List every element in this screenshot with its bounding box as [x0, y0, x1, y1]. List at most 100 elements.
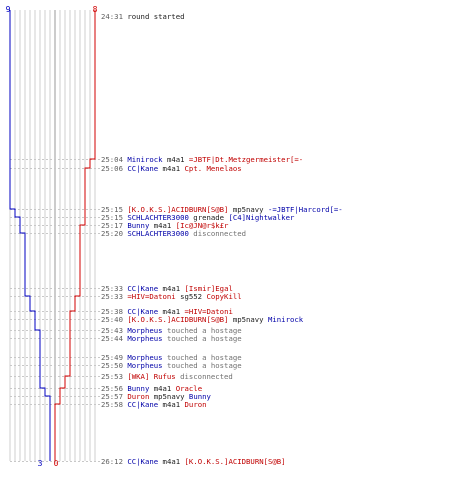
event-actor: Duron: [127, 392, 150, 401]
event-actor: Bunny: [127, 384, 150, 393]
event-actor: CC|Kane: [127, 164, 159, 173]
event-actor: Bunny: [127, 221, 150, 230]
event-actor: Morpheus: [127, 334, 163, 343]
event-target: Bunny: [188, 392, 211, 401]
event-action: m4a1: [162, 164, 181, 173]
event-actor: =HIV=Datoni: [127, 292, 176, 301]
event-row: 24:31 round started: [101, 12, 185, 21]
event-row: 26:12 CC|Kane m4a1 [K.O.K.S.]ACIDBURN[S@…: [101, 457, 286, 466]
event-action: touched a hostage: [166, 361, 242, 370]
event-actor: CC|Kane: [127, 400, 159, 409]
event-action: sg552: [180, 292, 203, 301]
event-time: 25:40: [101, 315, 123, 324]
event-action: mp5navy: [153, 392, 185, 401]
event-action: m4a1: [166, 155, 185, 164]
event-actor: [WKA] Rufus: [127, 372, 176, 381]
event-time: 25:15: [101, 213, 123, 222]
event-row: 25:44 Morpheus touched a hostage: [101, 334, 242, 343]
event-actor: CC|Kane: [127, 307, 159, 316]
event-actor: Minirock: [127, 155, 163, 164]
event-row: 25:33 =HIV=Datoni sg552 CopyKill: [101, 292, 242, 301]
event-target: Duron: [184, 400, 207, 409]
event-row: 25:50 Morpheus touched a hostage: [101, 361, 242, 370]
event-time: 25:50: [101, 361, 123, 370]
event-time: 25:20: [101, 229, 123, 238]
event-time: 25:33: [101, 292, 123, 301]
event-time: 25:04: [101, 155, 123, 164]
event-row: 25:15 SCHLACHTER3000 grenade [C4]Nightwa…: [101, 213, 294, 222]
event-action: m4a1: [153, 384, 172, 393]
event-time: 25:15: [101, 205, 123, 214]
event-row: 25:53 [WKA] Rufus disconnected: [101, 372, 233, 381]
event-time: 25:44: [101, 334, 123, 343]
blue-end-count: 3: [38, 459, 43, 468]
event-row: 25:06 CC|Kane m4a1 Cpt. Menelaos: [101, 164, 242, 173]
blue-team-count-line: [9, 10, 51, 461]
event-action: round started: [127, 12, 185, 21]
event-row: 25:58 CC|Kane m4a1 Duron: [101, 400, 207, 409]
event-action: mp5navy: [232, 205, 264, 214]
event-time: 24:31: [101, 12, 123, 21]
red-start-count: 8: [93, 5, 98, 14]
event-row: 25:17 Bunny m4a1 [Ic@JN@r$k£r: [101, 221, 228, 230]
event-action: m4a1: [162, 457, 181, 466]
event-action: touched a hostage: [166, 334, 242, 343]
event-time: 25:06: [101, 164, 123, 173]
event-row: 25:38 CC|Kane m4a1 =HIV=Datoni: [101, 307, 233, 316]
event-action: m4a1: [162, 284, 181, 293]
event-actor: [K.O.K.S.]ACIDBURN[S@B]: [127, 205, 229, 214]
event-actor: CC|Kane: [127, 284, 159, 293]
event-row: 25:49 Morpheus touched a hostage: [101, 353, 242, 362]
event-row: 25:56 Bunny m4a1 Oracle: [101, 384, 202, 393]
event-target: Oracle: [175, 384, 203, 393]
event-target: [Ismir]Egal: [184, 284, 233, 293]
red-team-count-line: [54, 10, 96, 461]
event-action: disconnected: [180, 372, 233, 381]
event-row: 25:33 CC|Kane m4a1 [Ismir]Egal: [101, 284, 233, 293]
event-actor: Morpheus: [127, 326, 163, 335]
event-action: disconnected: [193, 229, 247, 238]
event-actor: Morpheus: [127, 353, 163, 362]
red-end-count: 0: [54, 459, 59, 468]
event-action: grenade: [193, 213, 225, 222]
event-row: 25:20 SCHLACHTER3000 disconnected: [101, 229, 246, 238]
event-target: [C4]Nightwalker: [228, 213, 295, 222]
event-row: 25:04 Minirock m4a1 =JBTF|Dt.Metzgermeis…: [101, 155, 303, 164]
event-target: -=JBTF|Harcord[=-: [268, 205, 343, 214]
event-time: 26:12: [101, 457, 123, 466]
blue-start-count: 9: [6, 5, 11, 14]
event-row: 25:43 Morpheus touched a hostage: [101, 326, 242, 335]
event-time: 25:43: [101, 326, 123, 335]
event-target: [Ic@JN@r$k£r: [175, 221, 229, 230]
event-action: m4a1: [162, 400, 181, 409]
event-time: 25:17: [101, 221, 123, 230]
event-row: 25:15 [K.O.K.S.]ACIDBURN[S@B] mp5navy -=…: [101, 205, 343, 214]
event-time: 25:58: [101, 400, 123, 409]
event-actor: Morpheus: [127, 361, 163, 370]
event-target: CopyKill: [206, 292, 242, 301]
event-action: m4a1: [153, 221, 172, 230]
event-target: [K.O.K.S.]ACIDBURN[S@B]: [184, 457, 286, 466]
event-actor: CC|Kane: [127, 457, 159, 466]
event-time: 25:57: [101, 392, 123, 401]
event-target: =HIV=Datoni: [184, 307, 233, 316]
event-actor: SCHLACHTER3000: [127, 229, 189, 238]
event-time: 25:56: [101, 384, 123, 393]
event-time: 25:38: [101, 307, 123, 316]
event-target: Minirock: [268, 315, 304, 324]
event-action: touched a hostage: [166, 353, 242, 362]
event-row: 25:57 Duron mp5navy Bunny: [101, 392, 211, 401]
event-row: 25:40 [K.O.K.S.]ACIDBURN[S@B] mp5navy Mi…: [101, 315, 303, 324]
event-time: 25:33: [101, 284, 123, 293]
event-action: mp5navy: [232, 315, 264, 324]
event-target: =JBTF|Dt.Metzgermeister[=-: [188, 155, 304, 164]
event-time: 25:53: [101, 372, 123, 381]
event-time: 25:49: [101, 353, 123, 362]
event-actor: [K.O.K.S.]ACIDBURN[S@B]: [127, 315, 229, 324]
event-actor: SCHLACHTER3000: [127, 213, 189, 222]
event-action: m4a1: [162, 307, 181, 316]
event-target: Cpt. Menelaos: [184, 164, 242, 173]
